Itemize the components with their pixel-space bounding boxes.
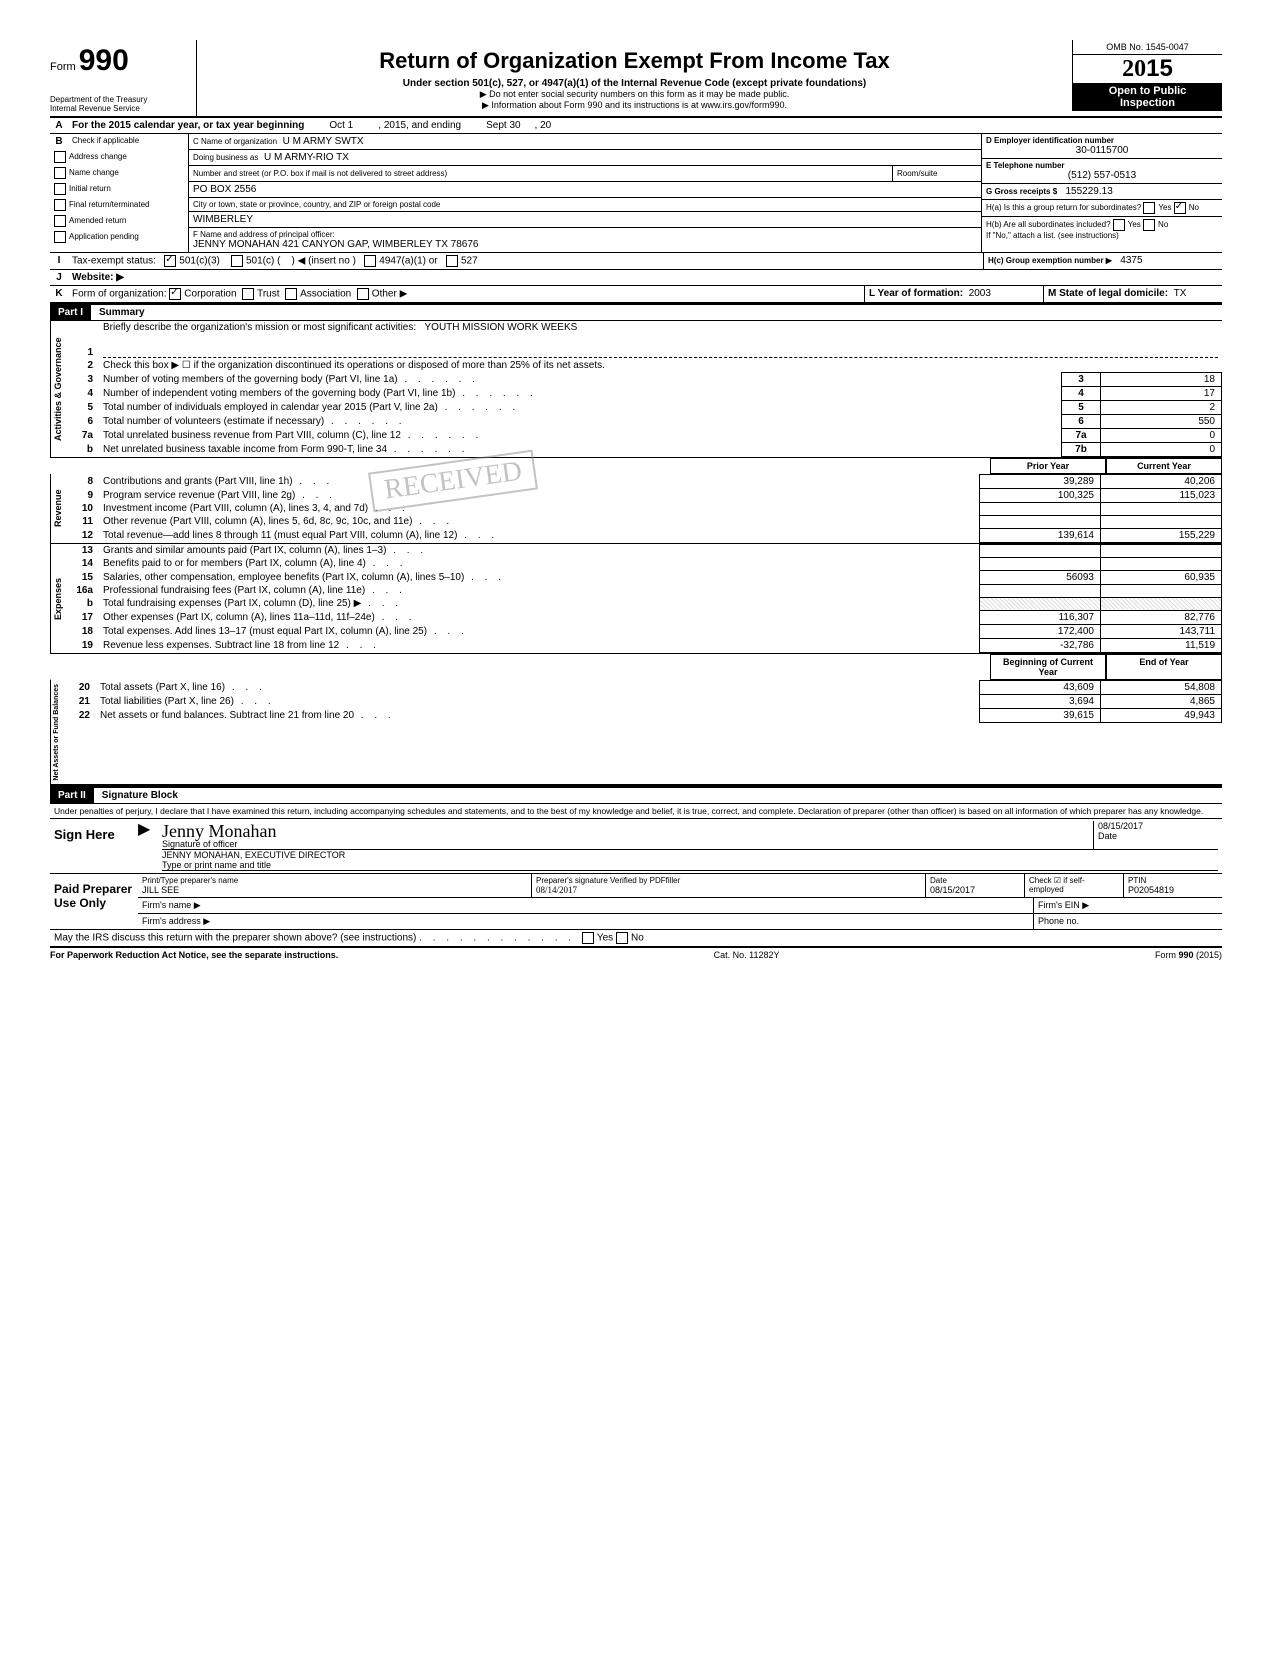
part-1-header: Part ISummary <box>50 303 1222 321</box>
row-k: K Form of organization: Corporation Trus… <box>50 286 1222 303</box>
ein: 30-0115700 <box>986 145 1218 156</box>
cb-amended[interactable] <box>54 215 66 227</box>
line-13: 13Grants and similar amounts paid (Part … <box>65 544 1222 557</box>
cb-501c3[interactable] <box>164 255 176 267</box>
sig-date: 08/15/2017 <box>1098 821 1218 831</box>
cb-other[interactable] <box>357 288 369 300</box>
col-begin-year: Beginning of Current Year <box>990 654 1106 680</box>
line-16a: 16aProfessional fundraising fees (Part I… <box>65 584 1222 597</box>
line-8: 8Contributions and grants (Part VIII, li… <box>65 474 1222 488</box>
line-19: 19Revenue less expenses. Subtract line 1… <box>65 638 1222 652</box>
omb-number: OMB No. 1545-0047 <box>1072 40 1222 55</box>
line-11: 11Other revenue (Part VIII, column (A), … <box>65 515 1222 528</box>
cb-ha-no[interactable] <box>1174 202 1186 214</box>
form-note-2: ▶ Information about Form 990 and its ins… <box>207 100 1062 111</box>
paid-preparer-label: Paid Preparer Use Only <box>50 874 138 929</box>
line-b: bTotal fundraising expenses (Part IX, co… <box>65 597 1222 610</box>
cb-527[interactable] <box>446 255 458 267</box>
sign-here-label: Sign Here <box>50 819 138 873</box>
principal-officer: JENNY MONAHAN 421 CANYON GAP, WIMBERLEY … <box>193 239 977 250</box>
line-b: bNet unrelated business taxable income f… <box>65 442 1222 456</box>
cb-application-pending[interactable] <box>54 231 66 243</box>
form-title: Return of Organization Exempt From Incom… <box>207 48 1062 74</box>
city: WIMBERLEY <box>189 212 981 227</box>
col-end-year: End of Year <box>1106 654 1222 680</box>
line-6: 6Total number of volunteers (estimate if… <box>65 414 1222 428</box>
row-a: A For the 2015 calendar year, or tax yea… <box>50 118 1222 134</box>
cb-4947[interactable] <box>364 255 376 267</box>
cb-501c[interactable] <box>231 255 243 267</box>
line-7a: 7aTotal unrelated business revenue from … <box>65 428 1222 442</box>
line-4: 4Number of independent voting members of… <box>65 386 1222 400</box>
cb-corporation[interactable] <box>169 288 181 300</box>
preparer-date: 08/15/2017 <box>930 885 1020 895</box>
form-note-1: ▶ Do not enter social security numbers o… <box>207 89 1062 100</box>
perjury-statement: Under penalties of perjury, I declare th… <box>50 804 1222 819</box>
line-18: 18Total expenses. Add lines 13–17 (must … <box>65 624 1222 638</box>
vert-expenses: Expenses <box>50 544 65 653</box>
cb-ha-yes[interactable] <box>1143 202 1155 214</box>
cb-trust[interactable] <box>242 288 254 300</box>
line-15: 15Salaries, other compensation, employee… <box>65 570 1222 584</box>
row-i: I Tax-exempt status: 501(c)(3) 501(c) ( … <box>50 253 1222 270</box>
cb-name-change[interactable] <box>54 167 66 179</box>
part-2-header: Part IISignature Block <box>50 786 1222 804</box>
form-year: 2015 <box>1072 55 1222 83</box>
line-20: 20Total assets (Part X, line 16) . . .43… <box>62 680 1222 694</box>
col-prior-year: Prior Year <box>990 458 1106 474</box>
cb-final-return[interactable] <box>54 199 66 211</box>
street-address: PO BOX 2556 <box>189 182 981 197</box>
vert-revenue: Revenue <box>50 474 65 543</box>
line-17: 17Other expenses (Part IX, column (A), l… <box>65 610 1222 624</box>
cb-association[interactable] <box>285 288 297 300</box>
org-name: U M ARMY SWTX <box>283 136 364 147</box>
phone: (512) 557-0513 <box>986 170 1218 181</box>
line-21: 21Total liabilities (Part X, line 26) . … <box>62 694 1222 708</box>
mission: YOUTH MISSION WORK WEEKS <box>425 322 578 333</box>
line-9: 9Program service revenue (Part VIII, lin… <box>65 488 1222 502</box>
cb-address-change[interactable] <box>54 151 66 163</box>
line-14: 14Benefits paid to or for members (Part … <box>65 557 1222 570</box>
cb-discuss-no[interactable] <box>616 932 628 944</box>
col-current-year: Current Year <box>1106 458 1222 474</box>
line-10: 10Investment income (Part VIII, column (… <box>65 502 1222 515</box>
vert-governance: Activities & Governance <box>50 321 65 457</box>
row-j: J Website: ▶ <box>50 270 1222 286</box>
officer-name-title: JENNY MONAHAN, EXECUTIVE DIRECTOR <box>162 850 1218 860</box>
preparer-name: JILL SEE <box>142 885 527 895</box>
form-header: Form 990 Department of the Treasury Inte… <box>50 40 1222 118</box>
line-3: 3Number of voting members of the governi… <box>65 372 1222 386</box>
line-5: 5Total number of individuals employed in… <box>65 400 1222 414</box>
gross-receipts: 155229.13 <box>1066 186 1113 197</box>
line-12: 12Total revenue—add lines 8 through 11 (… <box>65 528 1222 542</box>
cb-initial-return[interactable] <box>54 183 66 195</box>
officer-signature: Jenny Monahan <box>162 821 1093 839</box>
dept-info: Department of the Treasury Internal Reve… <box>50 96 190 114</box>
form-subtitle: Under section 501(c), 527, or 4947(a)(1)… <box>207 78 1062 89</box>
vert-net: Net Assets or Fund Balances <box>50 680 62 785</box>
ptin: P02054819 <box>1128 885 1218 895</box>
dba: U M ARMY-RIO TX <box>264 152 349 163</box>
line-22: 22Net assets or fund balances. Subtract … <box>62 708 1222 722</box>
row-hc: H(c) Group exemption number ▶ 4375 <box>983 253 1222 269</box>
cb-hb-no[interactable] <box>1143 219 1155 231</box>
check-label: Check if applicable <box>68 134 188 149</box>
cb-discuss-yes[interactable] <box>582 932 594 944</box>
open-public: Open to PublicInspection <box>1072 83 1222 111</box>
form-footer: For Paperwork Reduction Act Notice, see … <box>50 950 1222 960</box>
form-number: Form 990 <box>50 44 190 78</box>
irs-discuss: May the IRS discuss this return with the… <box>50 930 1222 946</box>
cb-hb-yes[interactable] <box>1113 219 1125 231</box>
